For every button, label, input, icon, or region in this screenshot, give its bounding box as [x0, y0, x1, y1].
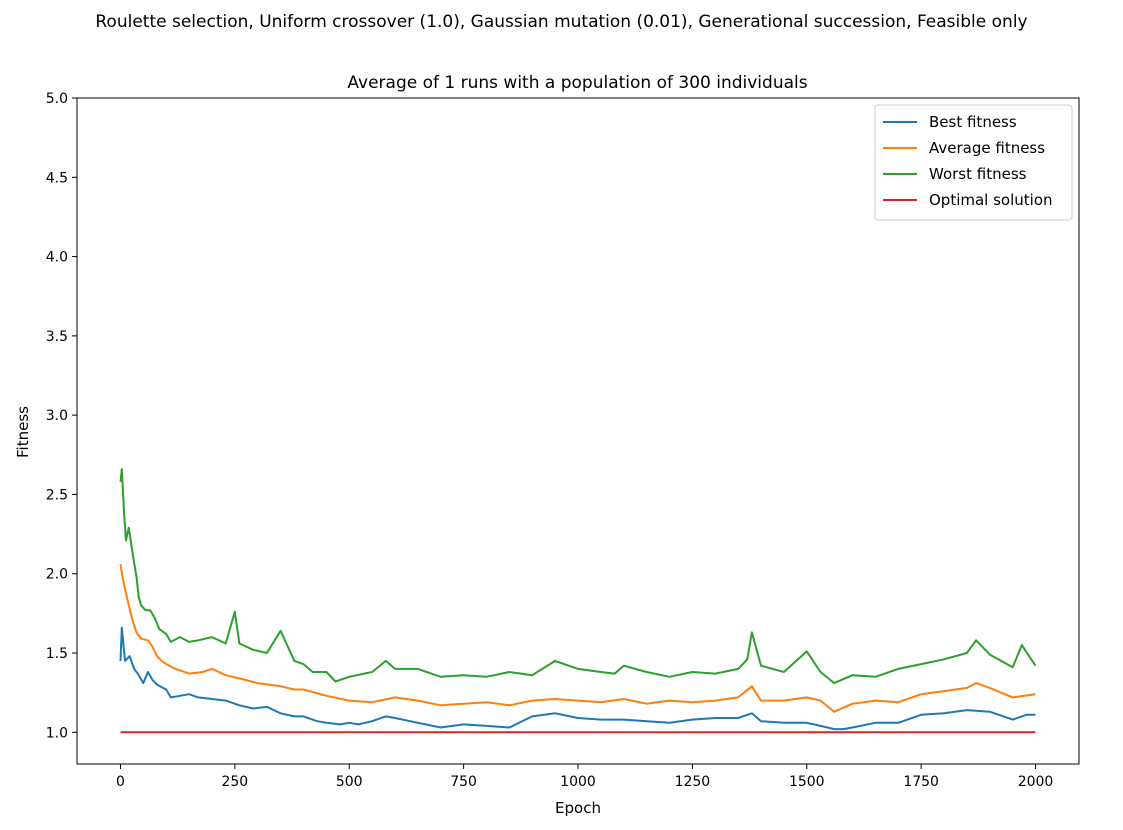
legend-label-worst-fitness: Worst fitness	[929, 165, 1027, 183]
y-tick-label: 2.0	[46, 567, 68, 583]
x-tick-label: 500	[336, 774, 363, 790]
x-tick-label: 2000	[1018, 774, 1054, 790]
y-tick-label: 5.0	[46, 91, 68, 107]
legend-label-optimal-solution: Optimal solution	[929, 191, 1053, 209]
x-tick-label: 250	[221, 774, 248, 790]
legend-box	[874, 104, 1073, 221]
x-axis-label: Epoch	[555, 799, 601, 817]
legend: Best fitness Average fitness Worst fitness…	[874, 104, 1073, 221]
y-tick-label: 4.0	[46, 250, 68, 266]
legend-label-average-fitness: Average fitness	[929, 139, 1045, 157]
x-tick-label: 750	[450, 774, 477, 790]
x-tick-label: 1000	[560, 774, 596, 790]
series-line-worst-fitness	[119, 468, 1037, 685]
series-line-average-fitness	[119, 564, 1036, 713]
y-tick-label: 1.5	[46, 646, 68, 662]
figure-suptitle: Roulette selection, Uniform crossover (1…	[95, 12, 1027, 32]
x-tick-label: 0	[116, 774, 125, 790]
y-tick-label: 3.5	[46, 329, 68, 345]
y-tick-label: 1.0	[46, 725, 68, 741]
y-tick-label: 3.0	[46, 408, 68, 424]
y-tick-label: 4.5	[46, 170, 68, 186]
y-tick-label: 2.5	[46, 487, 68, 503]
x-tick-label: 1500	[789, 774, 825, 790]
series-line-best-fitness	[119, 626, 1036, 731]
y-axis-label: Fitness	[14, 406, 32, 458]
x-tick-label: 1250	[675, 774, 711, 790]
x-axis: 0 250 500 750 1000 1250 1500 1750 2000	[116, 764, 1053, 790]
x-tick-label: 1750	[903, 774, 939, 790]
y-axis: 1.0 1.5 2.0 2.5 3.0 3.5 4.0 4.5 5.0	[46, 91, 77, 741]
chart-title: Average of 1 runs with a population of 3…	[347, 73, 807, 93]
legend-label-best-fitness: Best fitness	[929, 113, 1017, 131]
